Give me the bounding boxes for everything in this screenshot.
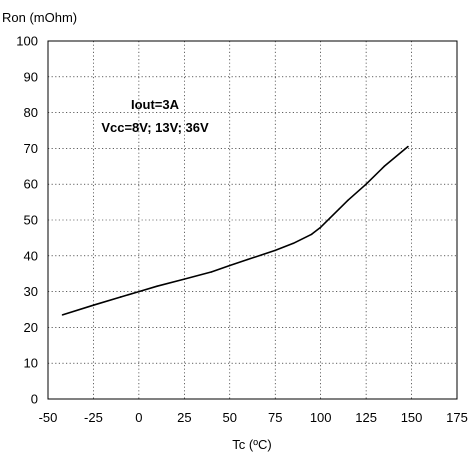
y-tick-label: 40 <box>24 248 38 263</box>
y-axis-ticks: 0 10 20 30 40 50 60 70 80 90 100 <box>16 34 38 407</box>
y-tick-label: 30 <box>24 284 38 299</box>
data-point <box>347 199 349 202</box>
x-tick-label: 175 <box>446 410 468 425</box>
x-tick-label: 100 <box>310 410 332 425</box>
x-tick-label: 150 <box>401 410 423 425</box>
data-point <box>292 242 295 245</box>
y-tick-label: 60 <box>24 177 38 192</box>
x-tick-label: 25 <box>177 410 191 425</box>
y-tick-label: 100 <box>16 34 38 49</box>
annotation-iout: Iout=3A <box>131 97 180 112</box>
y-tick-label: 0 <box>31 392 38 407</box>
x-axis-ticks: -50 -25 0 25 50 75 100 125 150 175 <box>39 410 468 425</box>
x-axis-label: Tc (ºC) <box>232 437 271 452</box>
y-tick-label: 20 <box>24 320 38 335</box>
data-point <box>407 145 409 148</box>
series-line-0 <box>62 145 409 316</box>
x-tick-label: -50 <box>39 410 58 425</box>
data-point <box>61 314 64 316</box>
data-point <box>138 290 140 293</box>
data-point <box>274 249 277 252</box>
y-tick-label: 80 <box>24 105 38 120</box>
data-point <box>156 285 158 288</box>
x-tick-label: 75 <box>268 410 282 425</box>
data-point <box>338 208 340 211</box>
data-point <box>383 165 386 168</box>
data-point <box>247 258 249 261</box>
grid <box>48 41 457 399</box>
data-point <box>210 271 213 273</box>
y-axis-label: Ron (mOhm) <box>2 10 77 25</box>
x-tick-label: 0 <box>135 410 142 425</box>
x-tick-label: 125 <box>355 410 377 425</box>
data-point <box>183 278 186 280</box>
data-point <box>310 233 313 236</box>
y-tick-label: 70 <box>24 141 38 156</box>
data-point <box>365 183 367 185</box>
x-tick-label: 50 <box>223 410 237 425</box>
x-tick-label: -25 <box>84 410 103 425</box>
y-tick-label: 90 <box>24 69 38 84</box>
y-tick-label: 50 <box>24 213 38 228</box>
data-point <box>119 296 122 298</box>
data-point <box>92 304 95 307</box>
y-tick-label: 10 <box>24 356 38 371</box>
data-point <box>328 217 331 220</box>
annotation-vcc: Vcc=8V; 13V; 36V <box>101 120 209 135</box>
data-point <box>319 226 322 228</box>
series-layer <box>61 145 409 316</box>
plot-frame <box>47 40 458 400</box>
data-point <box>228 264 231 267</box>
